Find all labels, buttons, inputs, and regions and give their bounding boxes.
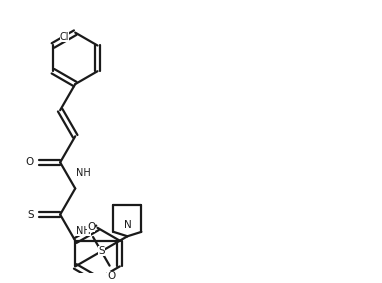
Text: S: S (28, 210, 34, 220)
Text: NH: NH (76, 226, 91, 235)
Text: Cl: Cl (60, 32, 69, 42)
Text: O: O (107, 271, 116, 281)
Text: N: N (123, 220, 131, 230)
Text: O: O (87, 222, 96, 231)
Text: O: O (26, 157, 34, 167)
Text: NH: NH (76, 168, 91, 178)
Text: S: S (98, 246, 105, 256)
